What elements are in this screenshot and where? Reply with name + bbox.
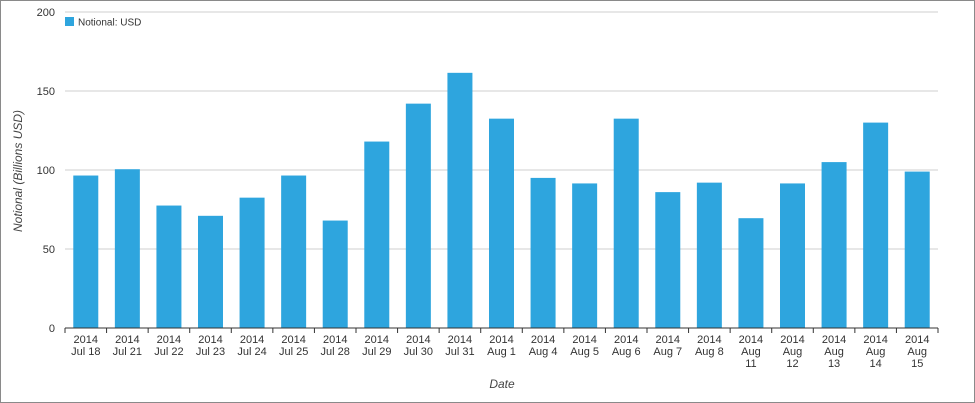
bar: [530, 177, 556, 328]
bar: [281, 175, 307, 328]
bar: [655, 192, 681, 328]
legend[interactable]: Notional: USD: [65, 17, 141, 29]
bar: [364, 141, 390, 328]
bar: [613, 118, 639, 329]
bars: [73, 72, 930, 329]
bar: [239, 197, 265, 328]
bar: [780, 183, 805, 328]
legend-swatch: [65, 17, 74, 26]
x-tick-label: 2014 Aug 8: [695, 334, 724, 358]
bar: [738, 218, 764, 328]
bar: [114, 169, 140, 328]
x-tick-label: 2014 Jul 25: [279, 334, 308, 358]
bar: [405, 103, 431, 328]
x-tick-label: 2014 Aug 5: [570, 334, 599, 358]
x-tick-label: 2014 Aug 1: [487, 334, 516, 358]
x-tick-label: 2014 Aug 7: [653, 334, 682, 358]
x-tick-label: 2014 Aug 12: [780, 334, 804, 370]
bar: [447, 72, 473, 328]
y-axis-tick-labels: 0 50 100 150 200: [37, 7, 55, 335]
y-axis-title: Notional (Billions USD): [11, 110, 25, 232]
x-tick-label: 2014 Jul 22: [154, 334, 183, 358]
bar: [489, 118, 514, 329]
x-tick-label: 2014 Aug 14: [863, 334, 887, 370]
bar: [696, 182, 722, 328]
y-tick-label: 150: [37, 86, 55, 98]
y-tick-label: 50: [43, 244, 55, 256]
x-tick-label: 2014 Aug 13: [822, 334, 846, 370]
bar: [156, 205, 182, 328]
x-tick-label: 2014 Jul 21: [113, 334, 142, 358]
bar: [322, 220, 348, 328]
x-tick-label: 2014 Jul 29: [362, 334, 391, 358]
x-tick-label: 2014 Aug 15: [905, 334, 929, 370]
x-tick-label: 2014 Jul 18: [71, 334, 100, 358]
x-tick-label: 2014 Aug 4: [529, 334, 558, 358]
x-tick-label: 2014 Jul 23: [196, 334, 225, 358]
bar: [572, 183, 598, 328]
y-tick-label: 100: [37, 165, 55, 177]
bar: [821, 162, 847, 328]
x-axis-ticks: [64, 328, 939, 333]
x-tick-label: 2014 Aug 11: [739, 334, 763, 370]
y-tick-label: 0: [49, 323, 55, 335]
x-tick-label: 2014 Jul 30: [404, 334, 433, 358]
x-tick-label: 2014 Aug 6: [612, 334, 641, 358]
x-axis-title: Date: [489, 377, 515, 391]
bar: [904, 171, 930, 328]
x-axis-tick-labels: 2014 Jul 18 2014 Jul 21 2014 Jul 22 2014 Jul 23…: [71, 334, 929, 370]
bar: [198, 215, 223, 328]
bar: [73, 175, 99, 328]
y-tick-label: 200: [37, 7, 55, 19]
x-tick-label: 2014 Jul 28: [321, 334, 350, 358]
legend-label: Notional: USD: [78, 18, 141, 29]
x-tick-label: 2014 Jul 24: [237, 334, 266, 358]
bar: [863, 122, 889, 328]
x-tick-label: 2014 Jul 31: [445, 334, 474, 358]
